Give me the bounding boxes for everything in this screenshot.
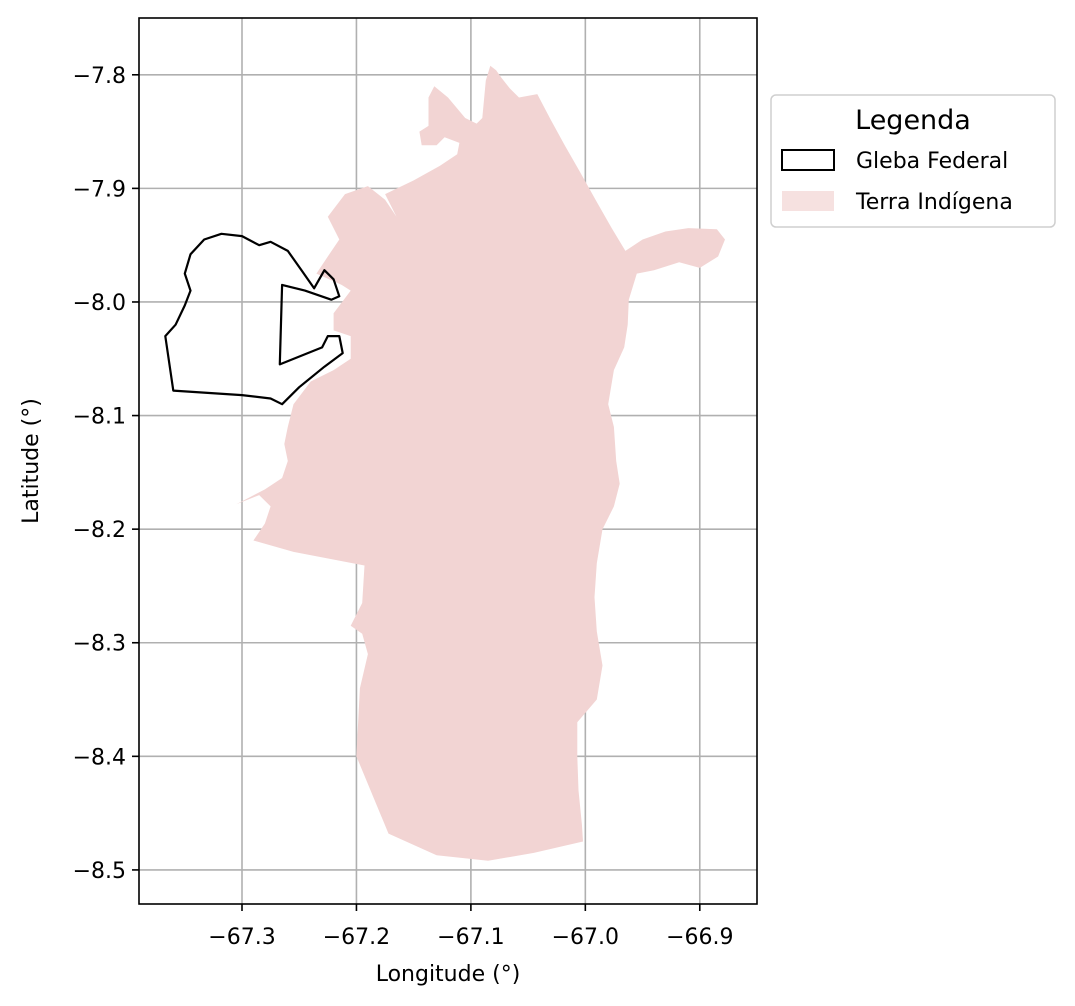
x-tick-label: −67.2 <box>323 925 390 950</box>
y-axis-label: Latitude (°) <box>19 398 44 524</box>
x-tick-label: −67.1 <box>437 925 504 950</box>
legend-label-gleba-federal: Gleba Federal <box>856 149 1008 174</box>
y-tick-label: −8.4 <box>73 745 126 770</box>
axes-frame <box>138 17 758 905</box>
y-tick-label: −8.3 <box>73 632 126 657</box>
x-tick-label: −66.9 <box>666 925 733 950</box>
x-axis-label: Longitude (°) <box>376 962 521 987</box>
legend-box <box>770 94 1056 228</box>
y-tick-label: −8.5 <box>73 859 126 884</box>
polygon-gleba-federal <box>164 232 344 406</box>
x-tick-label: −67.3 <box>208 925 275 950</box>
map-layers <box>164 65 726 861</box>
y-tick-label: −7.8 <box>73 64 126 89</box>
legend-label-terra-indigena: Terra Indígena <box>855 190 1013 215</box>
legend-swatch-terra-indigena <box>782 191 834 211</box>
x-tick-label: −67.0 <box>552 925 619 950</box>
legend: Legenda Gleba Federal Terra Indígena <box>770 94 1056 228</box>
polygon-terra-indigena <box>236 65 726 861</box>
y-tick-label: −8.0 <box>73 291 126 316</box>
y-tick-label: −8.1 <box>73 405 126 430</box>
axis-ticks: −67.3 −67.2 −67.1 −67.0 −66.9 −7.8 −7.9 −8.0 −8.… <box>73 64 734 950</box>
y-tick-label: −7.9 <box>73 177 126 202</box>
legend-swatch-gleba-federal <box>781 149 835 171</box>
y-tick-label: −8.2 <box>73 518 126 543</box>
legend-title: Legenda <box>855 105 971 136</box>
